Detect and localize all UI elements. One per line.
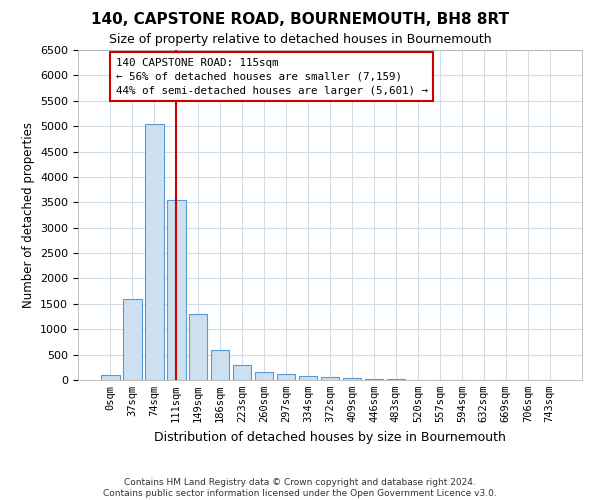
Bar [101,375,119,380]
Bar [299,376,317,380]
Bar [189,314,208,380]
Text: 140, CAPSTONE ROAD, BOURNEMOUTH, BH8 8RT: 140, CAPSTONE ROAD, BOURNEMOUTH, BH8 8RT [91,12,509,28]
Text: 140 CAPSTONE ROAD: 115sqm
← 56% of detached houses are smaller (7,159)
44% of se: 140 CAPSTONE ROAD: 115sqm ← 56% of detac… [116,58,428,96]
Bar [211,350,229,380]
Bar [277,374,295,380]
Bar [320,378,340,380]
Y-axis label: Number of detached properties: Number of detached properties [22,122,35,308]
Text: Size of property relative to detached houses in Bournemouth: Size of property relative to detached ho… [109,32,491,46]
X-axis label: Distribution of detached houses by size in Bournemouth: Distribution of detached houses by size … [154,430,506,444]
Bar [123,299,142,380]
Bar [343,378,361,380]
Bar [167,200,185,380]
Bar [233,366,251,380]
Bar [365,379,383,380]
Bar [145,124,164,380]
Bar [255,372,274,380]
Text: Contains HM Land Registry data © Crown copyright and database right 2024.
Contai: Contains HM Land Registry data © Crown c… [103,478,497,498]
